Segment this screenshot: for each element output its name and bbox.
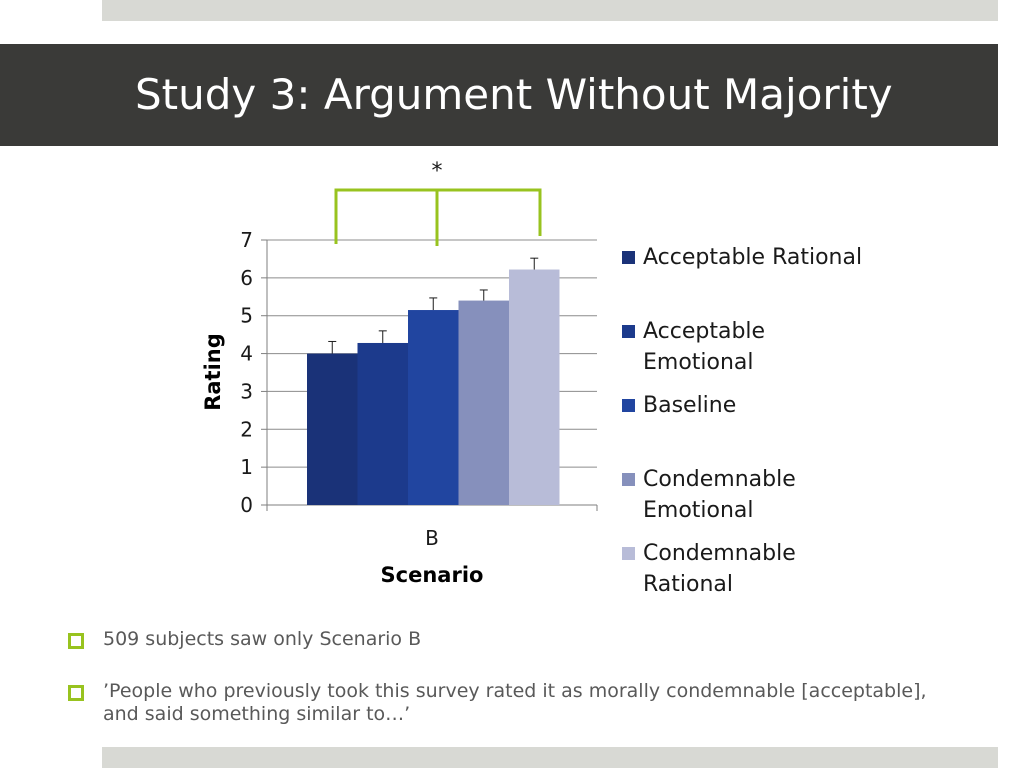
y-tick-label: 3 bbox=[240, 379, 253, 403]
bar bbox=[408, 310, 459, 505]
y-tick-label: 6 bbox=[240, 266, 253, 290]
bullet-text: ’People who previously took this survey … bbox=[103, 680, 927, 725]
legend-label: Acceptable Emotional bbox=[643, 319, 766, 375]
square-bullet-icon bbox=[68, 633, 84, 649]
legend-swatch bbox=[622, 473, 635, 486]
legend-label: Condemnable Emotional bbox=[643, 467, 796, 523]
legend-label: Acceptable Rational bbox=[643, 245, 863, 270]
bar bbox=[458, 300, 509, 505]
bottom-decor-band bbox=[102, 747, 998, 768]
x-axis-label: Scenario bbox=[381, 563, 484, 587]
y-tick-label: 4 bbox=[240, 342, 253, 366]
y-tick-label: 7 bbox=[240, 228, 253, 252]
legend-swatch bbox=[622, 251, 635, 264]
y-tick-label: 5 bbox=[240, 304, 253, 328]
legend-swatch bbox=[622, 325, 635, 338]
legend-label: Condemnable Rational bbox=[643, 541, 796, 597]
significance-marker: * bbox=[432, 159, 443, 184]
y-axis-label: Rating bbox=[201, 333, 225, 411]
y-tick-label: 1 bbox=[240, 455, 253, 479]
title-bar bbox=[0, 44, 998, 146]
bar bbox=[357, 342, 408, 505]
legend-swatch bbox=[622, 547, 635, 560]
y-tick-label: 2 bbox=[240, 417, 253, 441]
legend-swatch bbox=[622, 399, 635, 412]
bar bbox=[509, 269, 560, 505]
x-tick-label: B bbox=[425, 526, 439, 550]
top-decor-band bbox=[102, 0, 998, 21]
bar bbox=[307, 353, 358, 505]
slide-title: Study 3: Argument Without Majority bbox=[135, 70, 893, 119]
y-tick-label: 0 bbox=[240, 493, 253, 517]
bullet-text: 509 subjects saw only Scenario B bbox=[103, 628, 422, 650]
legend-label: Baseline bbox=[643, 393, 737, 418]
square-bullet-icon bbox=[68, 685, 84, 701]
